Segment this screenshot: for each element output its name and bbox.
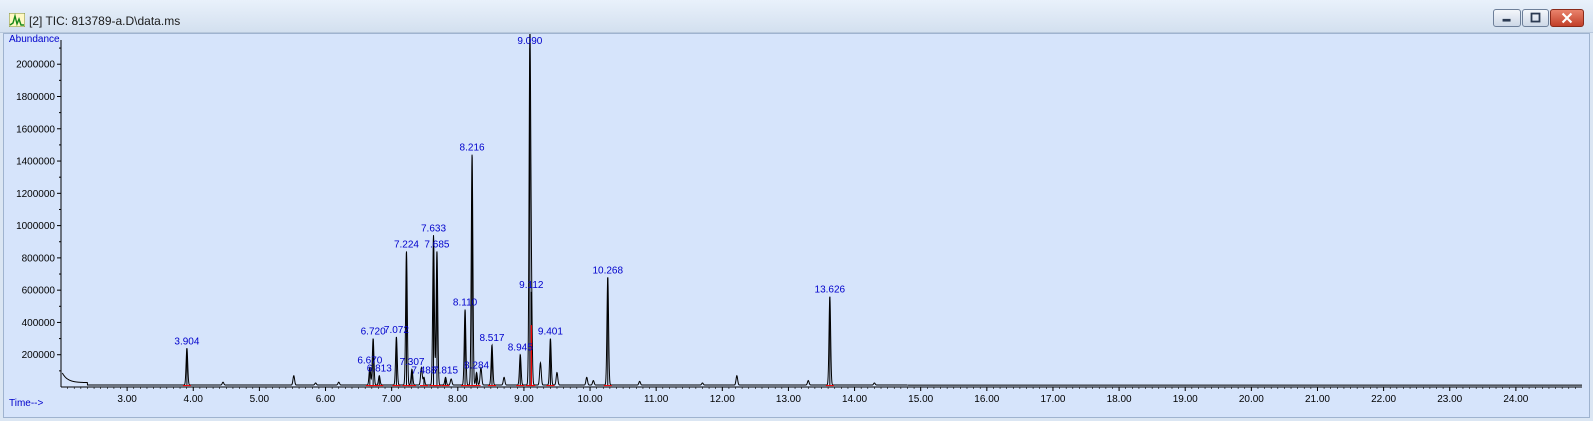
- minimize-button[interactable]: [1493, 9, 1521, 27]
- x-tick-label: 14.00: [842, 394, 867, 405]
- peak-label[interactable]: 6.720: [361, 327, 386, 338]
- peak-label[interactable]: 7.307: [399, 357, 424, 368]
- trace-layer: [61, 34, 1582, 387]
- y-tick-label: 1000000: [16, 221, 55, 232]
- peak-label[interactable]: 7.815: [433, 365, 458, 376]
- x-axis-title: Time-->: [9, 398, 44, 409]
- peak-label[interactable]: 9.090: [517, 36, 542, 47]
- x-tick-label: 7.00: [382, 394, 402, 405]
- tic-chromatogram[interactable]: Abundance Time--> 200000 400000 600000 8000…: [4, 34, 1589, 417]
- y-tick-label: 1200000: [16, 189, 55, 200]
- peak-label[interactable]: 6.670: [357, 356, 382, 367]
- peak-label[interactable]: 13.626: [815, 285, 846, 296]
- x-tick-label: 24.00: [1503, 394, 1528, 405]
- peak-label[interactable]: 7.488: [411, 365, 436, 376]
- peak-label[interactable]: 7.685: [424, 239, 449, 250]
- y-tick-label: 400000: [22, 318, 56, 329]
- x-tick-label: 20.00: [1239, 394, 1264, 405]
- maximize-icon: [1530, 12, 1541, 23]
- y-tick-label: 1600000: [16, 124, 55, 135]
- peak-label[interactable]: 6.813: [367, 364, 392, 375]
- x-tick-label: 18.00: [1107, 394, 1132, 405]
- y-tick-label: 1400000: [16, 157, 55, 168]
- x-tick-label: 8.00: [448, 394, 468, 405]
- x-tick-label: 15.00: [908, 394, 933, 405]
- minimize-icon: [1502, 18, 1511, 22]
- x-tick-label: 23.00: [1437, 394, 1462, 405]
- window-titlebar: [2] TIC: 813789-a.D\data.ms: [0, 0, 1593, 33]
- y-tick-label: 1800000: [16, 92, 55, 103]
- x-tick-label: 10.00: [578, 394, 603, 405]
- close-icon: [1561, 12, 1573, 24]
- y-axis-title: Abundance: [9, 34, 60, 45]
- x-tick-label: 22.00: [1371, 394, 1396, 405]
- x-tick-label: 12.00: [710, 394, 735, 405]
- peak-label[interactable]: 8.945: [508, 343, 533, 354]
- x-tick-label: 17.00: [1040, 394, 1065, 405]
- x-tick-label: 21.00: [1305, 394, 1330, 405]
- y-tick-label: 2000000: [16, 60, 55, 71]
- peak-label[interactable]: 10.268: [592, 265, 623, 276]
- peak-label[interactable]: 8.216: [460, 143, 485, 154]
- x-tick-label: 13.00: [776, 394, 801, 405]
- x-tick-label: 3.00: [117, 394, 137, 405]
- peak-label[interactable]: 8.284: [464, 360, 489, 371]
- peak-label[interactable]: 9.112: [519, 280, 544, 291]
- peak-label[interactable]: 7.224: [394, 239, 419, 250]
- peak-label[interactable]: 8.110: [453, 298, 478, 309]
- maximize-button[interactable]: [1522, 9, 1549, 27]
- peak-label[interactable]: 3.904: [174, 336, 199, 347]
- x-tick-label: 4.00: [184, 394, 204, 405]
- chromatogram-app-icon[interactable]: [8, 12, 26, 28]
- x-tick-label: 11.00: [644, 394, 669, 405]
- y-tick-label: 200000: [22, 350, 56, 361]
- y-tick-label: 600000: [22, 286, 56, 297]
- peak-label[interactable]: 8.517: [479, 333, 504, 344]
- x-tick-label: 19.00: [1173, 394, 1198, 405]
- y-tick-label: 800000: [22, 253, 56, 264]
- x-tick-label: 9.00: [514, 394, 534, 405]
- peak-labels: 3.904 6.670 6.720 6.813 7.072 7.224 7.3077.488…: [174, 36, 845, 376]
- x-tick-label: 16.00: [974, 394, 999, 405]
- axes: 200000 400000 600000 800000 1000000 1200000 14…: [16, 40, 1582, 405]
- peak-label[interactable]: 9.401: [538, 327, 563, 338]
- peak-label[interactable]: 7.633: [421, 223, 446, 234]
- tic-trace: [61, 34, 908, 386]
- x-tick-label: 6.00: [316, 394, 336, 405]
- close-button[interactable]: [1550, 9, 1584, 27]
- x-tick-label: 5.00: [250, 394, 270, 405]
- peak-label[interactable]: 7.072: [384, 325, 409, 336]
- window-title: [2] TIC: 813789-a.D\data.ms: [29, 14, 181, 28]
- chromatogram-panel: Abundance Time--> 200000 400000 600000 8000…: [3, 33, 1590, 418]
